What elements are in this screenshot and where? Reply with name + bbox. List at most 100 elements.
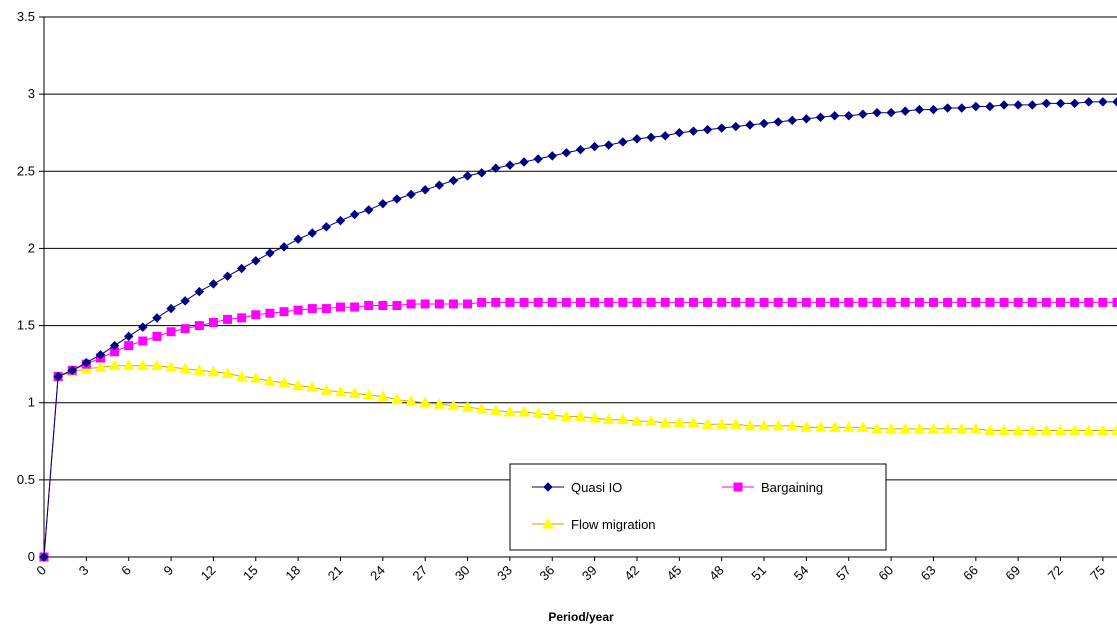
- data-point-quasi-io: [942, 103, 953, 113]
- data-point-quasi-io: [829, 111, 840, 121]
- data-point-quasi-io: [547, 151, 557, 161]
- data-point-quasi-io: [844, 111, 854, 121]
- x-tick-label: 45: [664, 563, 685, 584]
- data-point-quasi-io: [208, 279, 219, 289]
- data-point-flow-migration: [772, 419, 785, 431]
- axes: [43, 17, 1117, 558]
- data-point-bargaining: [1056, 297, 1066, 307]
- x-tick-label: 30: [452, 563, 473, 584]
- data-point-bargaining: [505, 297, 515, 307]
- data-point-flow-migration: [588, 412, 601, 423]
- data-point-quasi-io: [660, 131, 670, 141]
- series-flow-migration: [38, 359, 1117, 562]
- data-point-flow-migration: [744, 419, 756, 431]
- data-point-flow-migration: [376, 390, 389, 402]
- y-tick-label: 0: [28, 549, 35, 564]
- data-point-flow-migration: [264, 375, 276, 386]
- data-point-quasi-io: [265, 248, 275, 258]
- data-point-flow-migration: [701, 418, 714, 429]
- data-point-quasi-io: [646, 132, 656, 143]
- legend-marker-bargaining: [733, 482, 743, 492]
- data-point-quasi-io: [1112, 97, 1117, 107]
- data-point-flow-migration: [249, 371, 262, 383]
- data-point-quasi-io: [1098, 97, 1108, 107]
- x-tick-label: 69: [1002, 563, 1023, 584]
- data-point-quasi-io: [745, 120, 755, 130]
- data-point-flow-migration: [899, 422, 912, 434]
- data-point-flow-migration: [1068, 424, 1081, 435]
- x-tick-label: 51: [748, 563, 769, 584]
- data-point-bargaining: [392, 301, 402, 311]
- data-point-bargaining: [674, 297, 684, 307]
- data-point-flow-migration: [532, 407, 544, 419]
- data-point-bargaining: [1027, 297, 1037, 307]
- legend-box: [509, 463, 887, 551]
- data-point-bargaining: [166, 327, 176, 337]
- data-point-bargaining: [914, 297, 924, 307]
- data-point-flow-migration: [447, 399, 460, 411]
- data-point-bargaining: [618, 297, 628, 307]
- data-point-flow-migration: [602, 413, 615, 425]
- data-point-flow-migration: [461, 401, 474, 412]
- data-point-quasi-io: [491, 163, 501, 173]
- data-point-flow-migration: [334, 385, 347, 397]
- data-point-bargaining: [576, 297, 585, 307]
- x-tick-label: 15: [240, 563, 261, 584]
- legend-marker-flow-migration: [542, 517, 554, 529]
- data-point-quasi-io: [759, 118, 769, 129]
- data-point-bargaining: [787, 297, 797, 307]
- y-tick-labels: 0 0.5 1 1.5 2 2.5 3 3.5: [17, 9, 35, 564]
- data-point-quasi-io: [476, 168, 487, 178]
- data-point-quasi-io: [279, 242, 289, 252]
- x-tick-label: 75: [1087, 563, 1108, 584]
- data-point-quasi-io: [731, 121, 741, 132]
- data-point-bargaining: [194, 321, 204, 331]
- data-point-bargaining: [350, 302, 360, 312]
- data-point-flow-migration: [207, 365, 220, 377]
- data-point-flow-migration: [659, 416, 672, 428]
- data-point-bargaining: [180, 324, 190, 334]
- data-point-flow-migration: [136, 359, 149, 371]
- data-point-quasi-io: [575, 144, 586, 155]
- data-point-bargaining: [406, 299, 416, 309]
- data-point-flow-migration: [560, 410, 573, 422]
- data-point-flow-migration: [969, 422, 982, 434]
- data-point-quasi-io: [787, 115, 797, 126]
- data-point-bargaining: [293, 305, 303, 315]
- data-point-bargaining: [1070, 297, 1080, 307]
- x-axis-label: Period/year: [548, 610, 614, 624]
- data-point-bargaining: [745, 297, 755, 307]
- data-point-quasi-io: [392, 194, 402, 204]
- data-point-flow-migration: [673, 416, 686, 428]
- data-point-flow-migration: [715, 418, 728, 429]
- data-point-flow-migration: [475, 402, 488, 414]
- data-point-quasi-io: [1055, 98, 1066, 109]
- data-point-quasi-io: [985, 101, 995, 112]
- data-point-flow-migration: [857, 421, 869, 432]
- data-point-flow-migration: [758, 419, 770, 431]
- y-tick-label: 3: [28, 86, 35, 101]
- data-point-quasi-io: [872, 107, 882, 118]
- data-point-bargaining: [208, 317, 218, 327]
- data-point-flow-migration: [348, 387, 361, 398]
- y-tick-label: 2: [28, 240, 35, 255]
- data-point-bargaining: [985, 297, 995, 307]
- data-point-quasi-io: [1013, 100, 1023, 110]
- data-point-bargaining: [434, 299, 444, 309]
- x-tick-label: 6: [118, 563, 134, 579]
- data-point-flow-migration: [687, 416, 700, 428]
- data-point-bargaining: [590, 297, 600, 307]
- data-point-flow-migration: [306, 381, 319, 392]
- x-tick-label: 9: [160, 563, 176, 579]
- data-point-flow-migration: [546, 409, 559, 420]
- data-point-bargaining: [830, 297, 840, 307]
- data-point-flow-migration: [165, 361, 177, 372]
- x-tick-label: 72: [1045, 563, 1066, 584]
- data-point-bargaining: [223, 314, 233, 324]
- data-point-quasi-io: [251, 256, 261, 266]
- data-point-quasi-io: [773, 117, 783, 127]
- data-point-flow-migration: [786, 419, 799, 431]
- data-point-bargaining: [801, 297, 811, 307]
- data-point-flow-migration: [504, 405, 516, 417]
